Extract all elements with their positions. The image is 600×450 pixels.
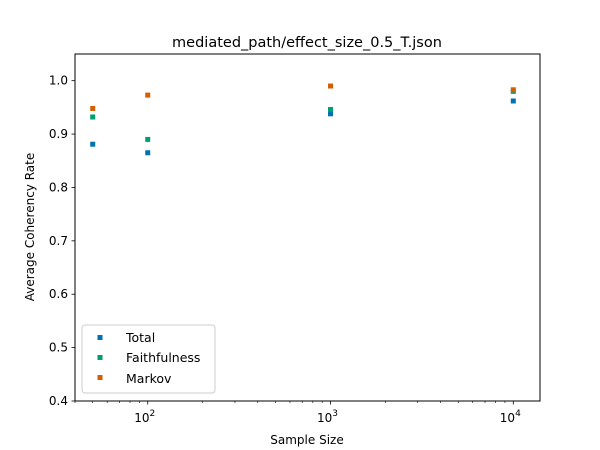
legend-marker-total (97, 335, 103, 340)
plot-area-frame (74, 53, 541, 402)
y-tick-label: 0.5 (49, 341, 68, 355)
y-tick-label: 0.7 (49, 234, 68, 248)
y-tick-label: 0.8 (49, 180, 68, 194)
legend-label-markov: Markov (126, 371, 172, 386)
y-tick-label: 0.6 (49, 287, 68, 301)
data-points (90, 83, 516, 156)
legend-label-faithfulness: Faithfulness (126, 350, 200, 365)
legend: Total Faithfulness Markov (81, 324, 216, 394)
data-point-total (328, 111, 334, 117)
x-tick-label: 103 (317, 409, 338, 425)
data-point-markov (145, 92, 151, 98)
data-point-faithfulness (90, 114, 96, 120)
data-point-faithfulness (145, 136, 151, 142)
x-tick-label: 104 (500, 409, 521, 425)
x-axis-label: Sample Size (270, 433, 343, 447)
legend-marker-markov (97, 375, 103, 380)
y-axis-label: Average Coherency Rate (23, 153, 37, 302)
legend-label-total: Total (125, 330, 155, 345)
x-tick-label: 102 (134, 409, 155, 425)
data-point-faithfulness (328, 107, 334, 113)
data-point-total (145, 150, 151, 156)
data-point-total (90, 141, 96, 147)
y-tick-label: 0.4 (49, 394, 68, 408)
legend-marker-faithfulness (97, 355, 103, 360)
data-point-markov (90, 105, 96, 111)
data-point-total (510, 98, 516, 104)
chart-title: mediated_path/effect_size_0.5_T.json (172, 35, 442, 51)
y-tick-label: 0.9 (49, 127, 68, 141)
y-tick-label: 1.0 (49, 74, 68, 88)
legend-box (81, 324, 216, 394)
data-point-markov (510, 87, 516, 93)
x-axis-ticks: 102 103 104 (74, 401, 521, 425)
data-point-markov (328, 83, 334, 89)
y-axis-ticks: 0.4 0.5 0.6 0.7 0.8 0.9 1.0 (49, 74, 75, 408)
